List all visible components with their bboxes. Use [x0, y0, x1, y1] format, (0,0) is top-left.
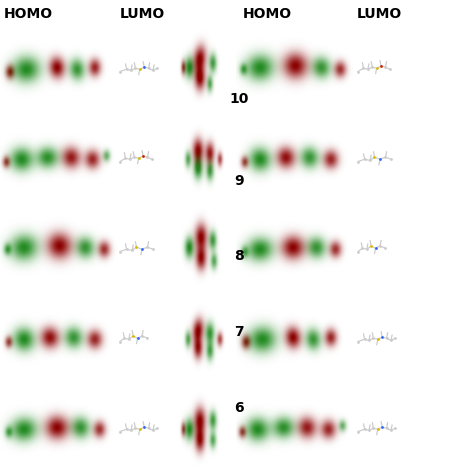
- Text: 10: 10: [230, 92, 249, 107]
- Text: 7: 7: [235, 325, 244, 339]
- Text: LUMO: LUMO: [119, 7, 165, 21]
- Text: 8: 8: [235, 249, 244, 263]
- Text: 9: 9: [235, 174, 244, 189]
- Text: 6: 6: [235, 401, 244, 415]
- Text: LUMO: LUMO: [356, 7, 402, 21]
- Text: HOMO: HOMO: [4, 7, 53, 21]
- Text: HOMO: HOMO: [243, 7, 292, 21]
